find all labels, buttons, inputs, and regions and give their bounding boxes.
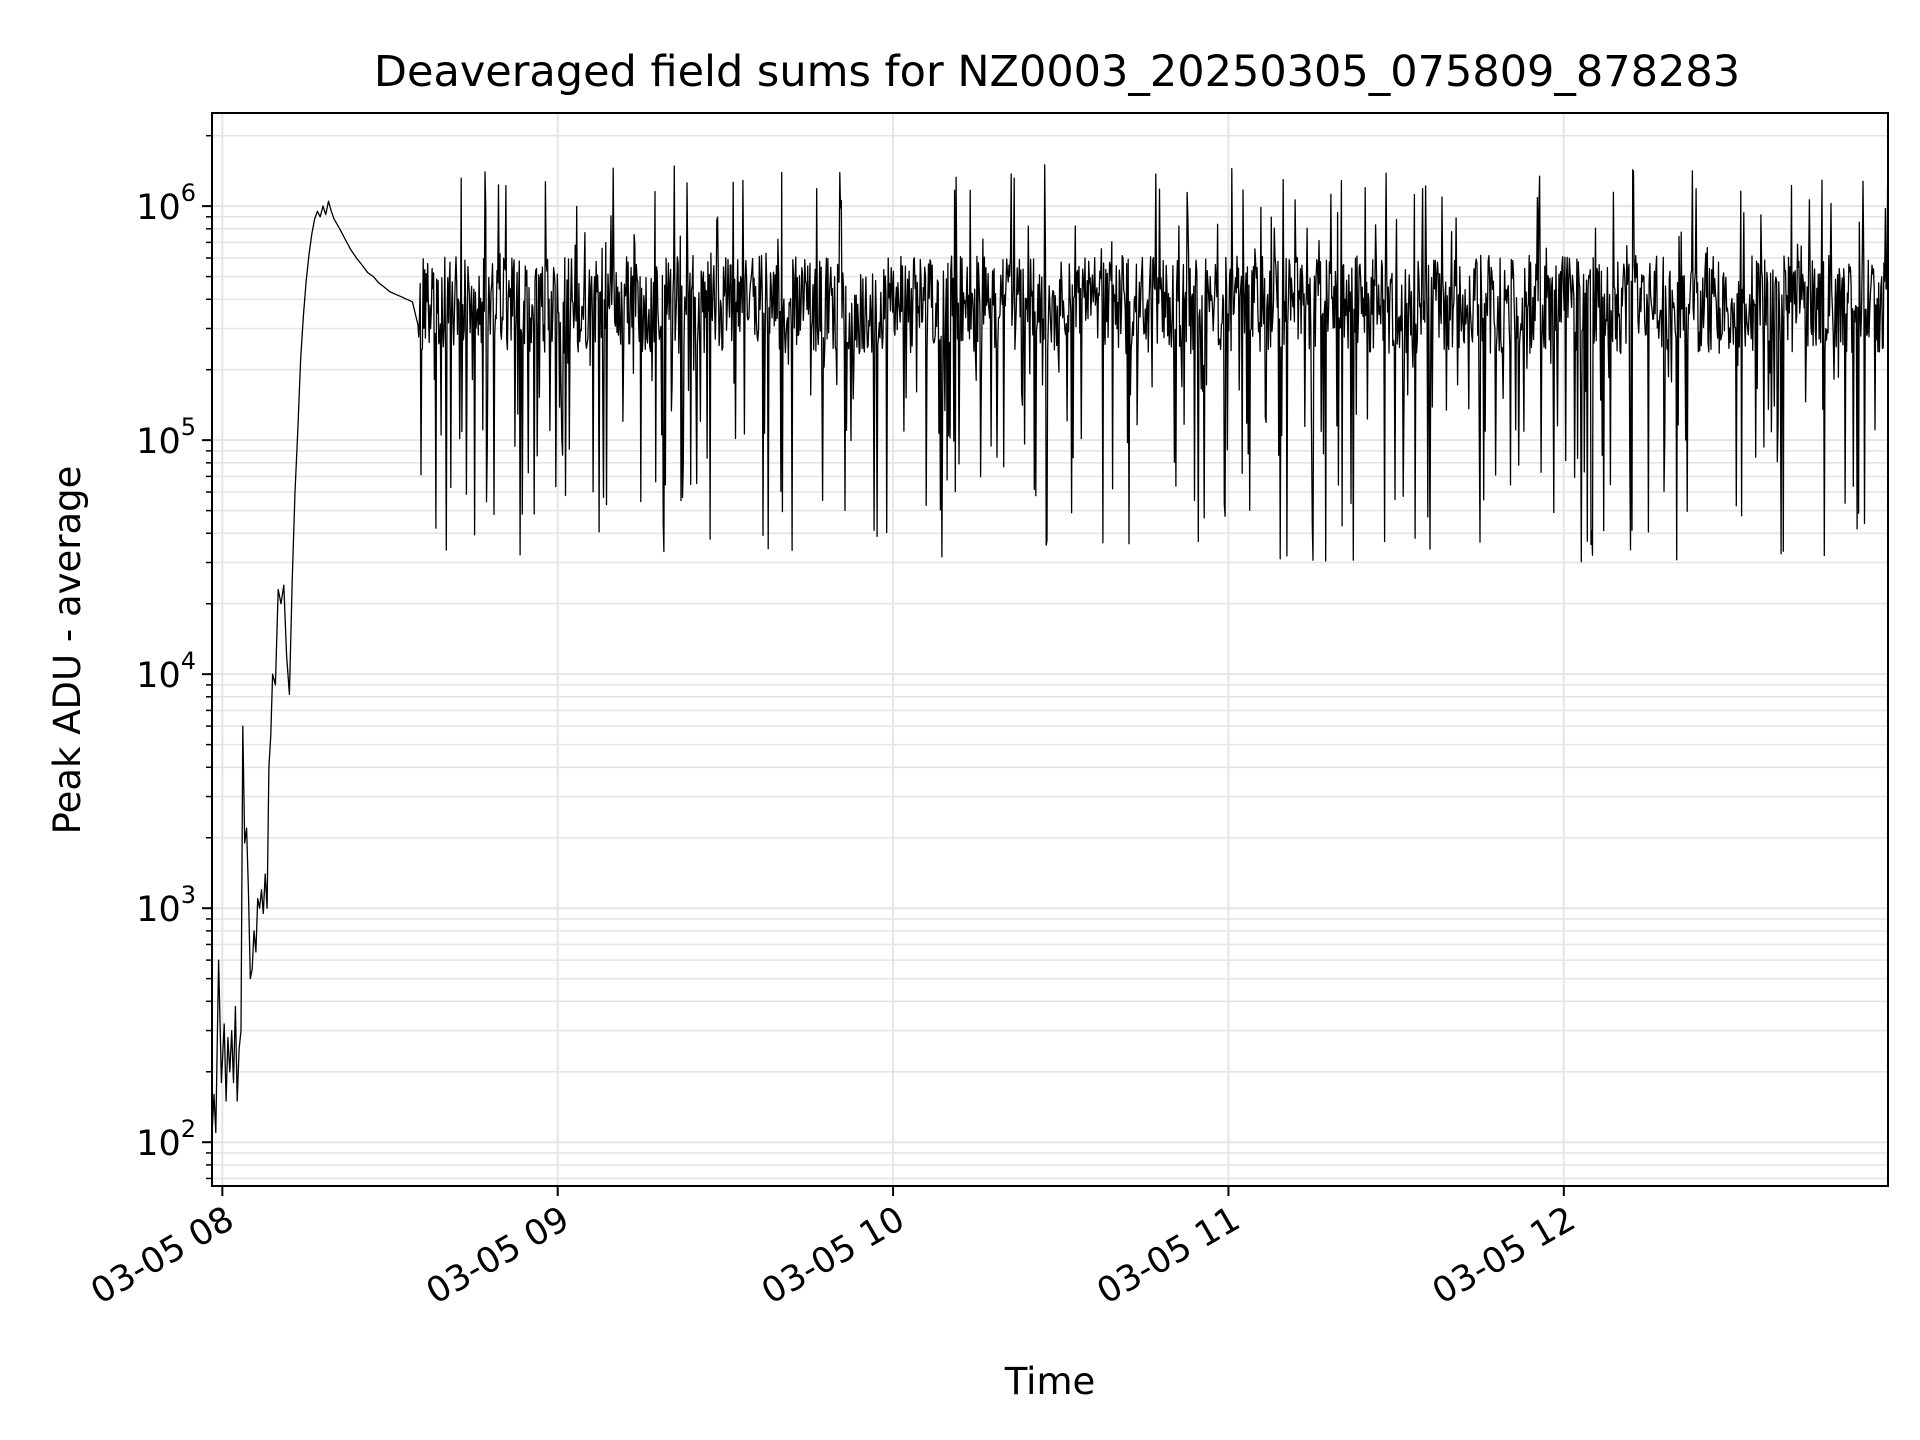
x-axis-label: Time [1004,1360,1096,1403]
plot-frame [211,112,1889,1187]
y-axis-ticks: 102 103 104 105 106 [136,134,212,1180]
y-tick-label: 102 [136,1115,196,1164]
grid-lines [212,113,1888,1186]
y-tick-label: 103 [136,881,196,930]
y-tick-label: 104 [136,647,196,696]
y-tick-label: 105 [136,413,196,462]
series-layer [211,164,1889,1134]
series-line [211,164,1889,1134]
y-tick-label: 106 [136,179,196,228]
chart-title: Deaveraged field sums for NZ0003_2025030… [374,47,1740,97]
y-axis-label: Peak ADU - average [46,466,89,835]
